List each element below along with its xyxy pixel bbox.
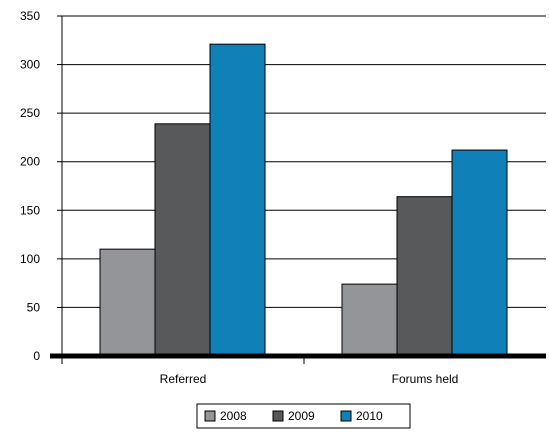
legend-swatch-2010	[340, 410, 352, 422]
y-tick-label: 50	[27, 300, 41, 314]
legend: 2008 2009 2010	[196, 403, 411, 429]
bar-2008-referred	[99, 248, 156, 357]
legend-box	[196, 403, 411, 429]
y-tick-label: 350	[20, 9, 40, 23]
y-tick-label: 150	[20, 203, 40, 217]
legend-label-2008: 2008	[220, 409, 247, 423]
bar-2009-forums-held	[396, 196, 453, 357]
y-tick-labels: 0 50 100 150 200 250 300 350	[20, 9, 40, 363]
y-tick-label: 200	[20, 155, 40, 169]
axes	[50, 15, 546, 364]
bar-2010-referred	[209, 43, 266, 357]
bar-2008-forums-held	[341, 283, 398, 357]
category-label: Forums held	[392, 372, 459, 386]
legend-swatch-2008	[204, 410, 216, 422]
legend-label-2009: 2009	[288, 409, 315, 423]
y-tick-label: 100	[20, 252, 40, 266]
bar-2009-referred	[154, 123, 211, 357]
bars	[99, 43, 508, 357]
y-tick-label: 300	[20, 58, 40, 72]
y-tick-label: 0	[33, 349, 40, 363]
y-tick-label: 250	[20, 106, 40, 120]
category-labels: Referred Forums held	[160, 372, 459, 386]
category-label: Referred	[160, 372, 207, 386]
legend-swatch-2009	[272, 410, 284, 422]
legend-label-2010: 2010	[356, 409, 383, 423]
bar-2010-forums-held	[451, 149, 508, 357]
